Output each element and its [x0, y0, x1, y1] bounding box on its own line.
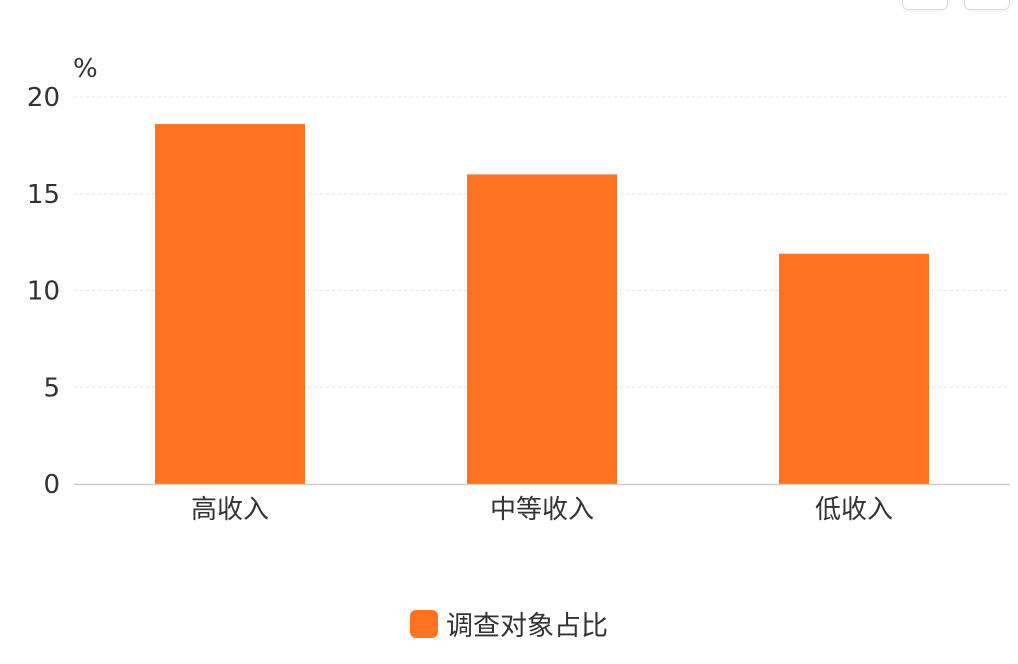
- legend-label-series-1: 调查对象占比: [446, 611, 608, 642]
- bars: [155, 124, 929, 484]
- y-tick-label: 15: [27, 180, 60, 210]
- toolbar-button-2[interactable]: [964, 0, 1010, 10]
- y-axis-unit: %: [73, 54, 98, 84]
- y-tick-label: 10: [27, 277, 60, 307]
- legend[interactable]: 调查对象占比: [0, 604, 1018, 643]
- bar-3[interactable]: [779, 253, 929, 484]
- x-axis-tick-labels: 高收入 中等收入 低收入: [191, 495, 893, 525]
- legend-swatch: [410, 609, 438, 638]
- bar-2[interactable]: [467, 174, 617, 484]
- bar-1[interactable]: [155, 124, 305, 484]
- y-tick-label: 20: [27, 83, 60, 113]
- toolbar-button-1[interactable]: [902, 0, 948, 10]
- x-tick-label: 中等收入: [490, 495, 594, 525]
- x-tick-label: 低收入: [815, 495, 893, 525]
- y-axis-tick-labels: 0 5 10 15 20: [27, 83, 60, 500]
- y-tick-label: 5: [43, 373, 60, 403]
- y-tick-label: 0: [43, 470, 60, 500]
- x-tick-label: 高收入: [191, 495, 269, 525]
